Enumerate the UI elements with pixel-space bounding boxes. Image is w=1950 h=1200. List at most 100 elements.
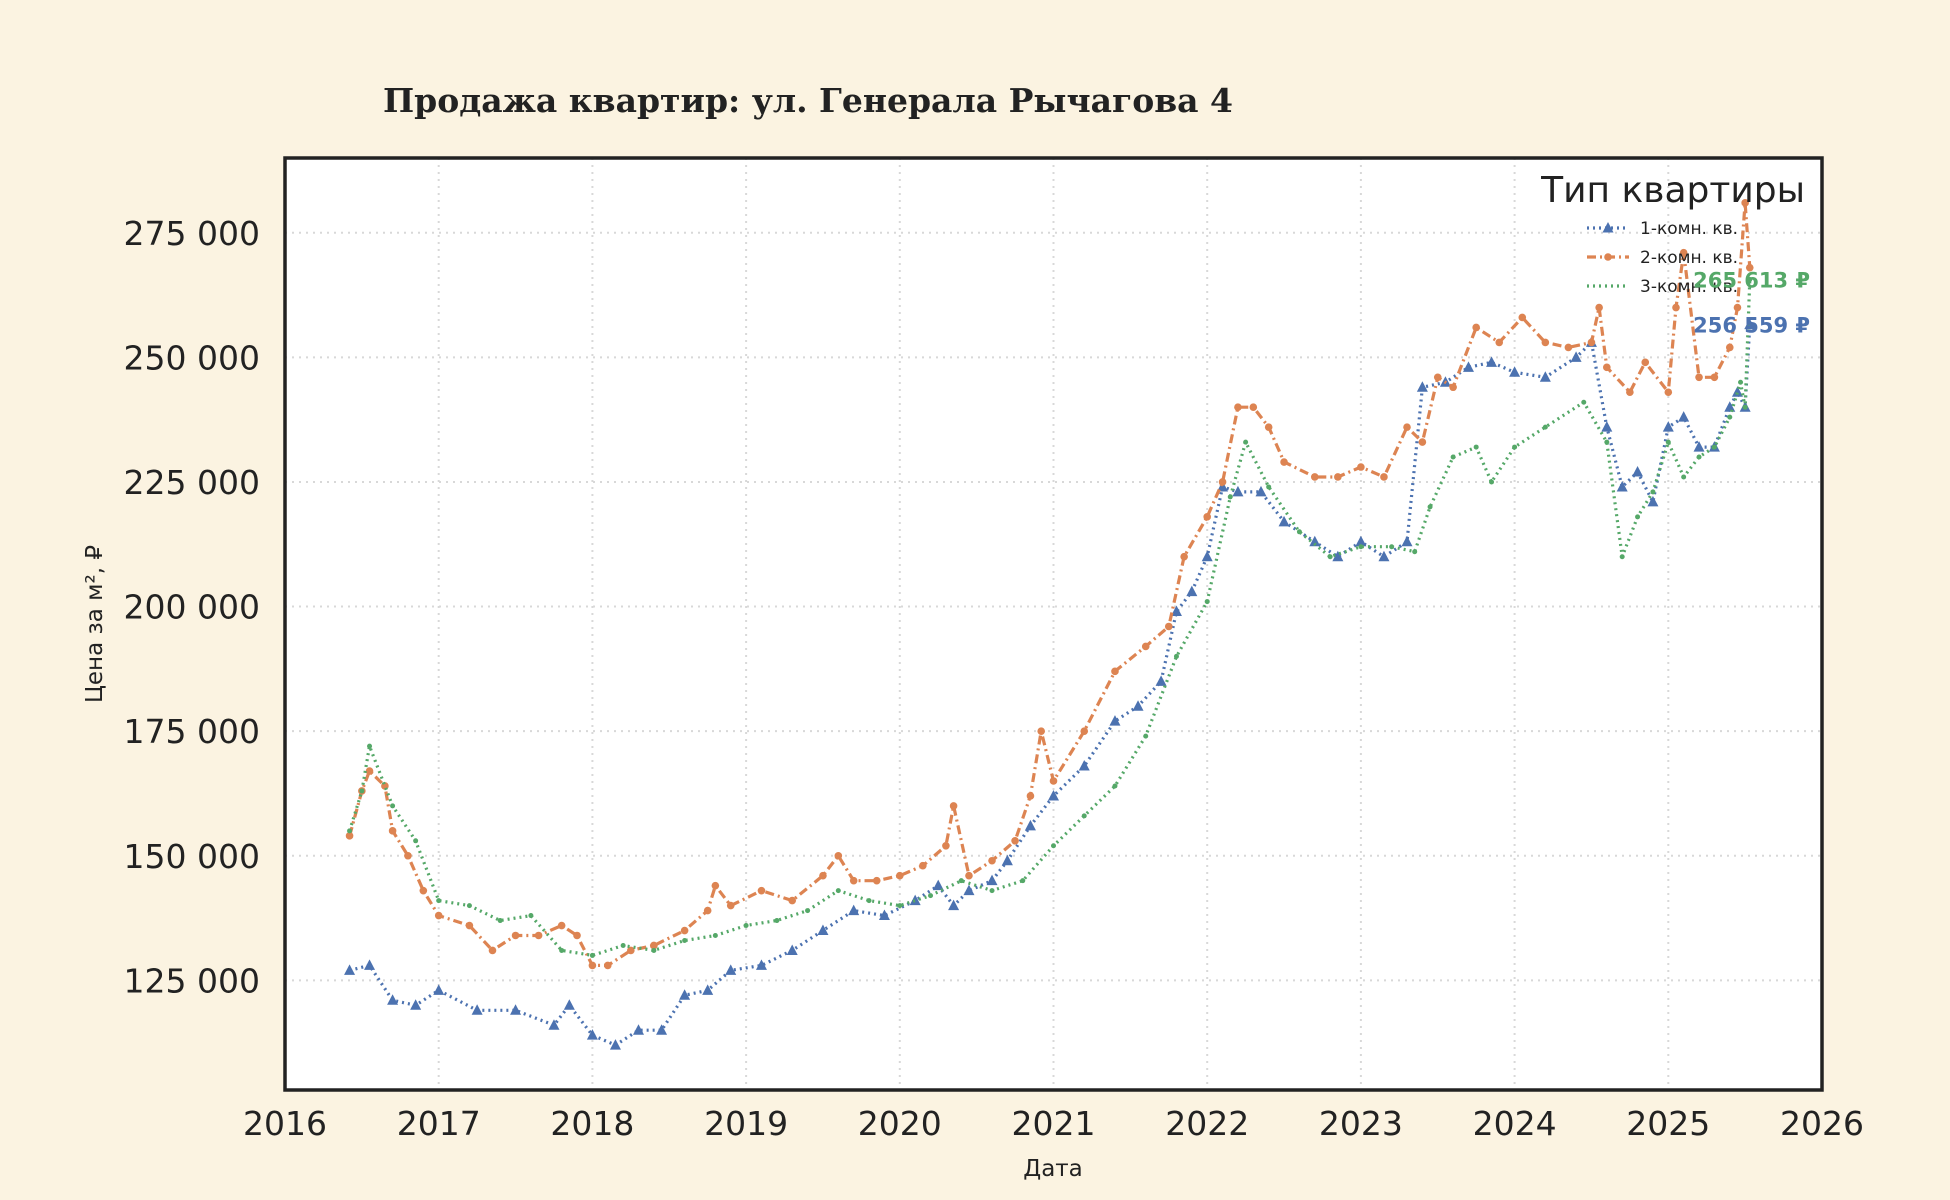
data-point xyxy=(878,909,890,921)
data-point xyxy=(1489,479,1495,485)
data-point xyxy=(1626,388,1634,397)
data-point xyxy=(413,838,419,844)
data-point xyxy=(1332,550,1344,562)
series-3 xyxy=(347,277,1753,958)
data-point xyxy=(1020,878,1026,884)
data-point xyxy=(1164,622,1173,631)
data-point xyxy=(1001,854,1013,866)
data-point xyxy=(387,994,399,1005)
data-point xyxy=(1278,515,1290,527)
data-point xyxy=(471,1004,483,1015)
data-point xyxy=(1601,421,1613,432)
data-point xyxy=(1433,373,1442,382)
data-point xyxy=(986,874,998,886)
data-point xyxy=(1170,605,1182,617)
data-point xyxy=(848,904,860,916)
y-tick-label: 200 000 xyxy=(124,588,260,627)
data-point xyxy=(1203,513,1211,521)
y-tick-label: 125 000 xyxy=(124,961,260,1000)
x-tick-label: 2017 xyxy=(397,1104,481,1143)
data-point xyxy=(1243,439,1249,445)
data-point xyxy=(364,959,376,970)
data-point xyxy=(651,947,657,953)
x-tick-label: 2016 xyxy=(243,1104,327,1143)
data-point xyxy=(1011,837,1019,845)
data-point xyxy=(1112,783,1118,789)
legend-item: 3-комн. кв. xyxy=(1587,277,1738,297)
y-tick-label: 250 000 xyxy=(124,338,260,377)
data-point xyxy=(603,961,612,970)
data-point xyxy=(1024,819,1036,831)
data-point xyxy=(388,827,397,835)
data-point xyxy=(1380,473,1388,481)
data-point xyxy=(1542,424,1548,430)
data-point xyxy=(834,851,843,860)
x-tick-label: 2025 xyxy=(1626,1104,1710,1143)
data-point xyxy=(1418,438,1427,446)
data-point xyxy=(559,947,565,953)
data-point xyxy=(1427,504,1433,510)
data-point xyxy=(965,871,973,880)
data-point xyxy=(563,999,575,1010)
x-axis-ticks: 2016 2017 2018 2019 2020 2021 2022 2023 2024 2025… xyxy=(243,1104,1864,1143)
data-point xyxy=(1662,421,1674,432)
end-labels: 256 559 ₽ 265 613 ₽ xyxy=(1693,269,1810,338)
data-point xyxy=(548,1019,560,1030)
data-point xyxy=(919,861,927,870)
data-point xyxy=(1486,356,1498,367)
data-point xyxy=(817,924,829,936)
data-point xyxy=(367,743,373,749)
data-point xyxy=(1173,653,1179,659)
data-point xyxy=(1081,813,1087,819)
data-point xyxy=(897,903,903,909)
data-point xyxy=(1518,313,1527,322)
data-point xyxy=(586,1029,598,1040)
data-point xyxy=(1619,554,1625,560)
data-point xyxy=(573,931,581,940)
x-tick-label: 2022 xyxy=(1165,1104,1249,1143)
x-tick-label: 2020 xyxy=(858,1104,942,1143)
data-point xyxy=(703,906,712,915)
chart-title: Продажа квартир: ул. Генерала Рычагова 4 xyxy=(383,81,1233,120)
data-point xyxy=(347,828,353,834)
data-point xyxy=(1186,585,1198,597)
series-line xyxy=(348,201,1752,968)
data-point xyxy=(1049,777,1058,785)
data-point xyxy=(1742,404,1748,410)
data-point xyxy=(1650,489,1656,495)
legend-item: 1-комн. кв. xyxy=(1587,219,1738,239)
data-point xyxy=(1309,535,1321,547)
data-point xyxy=(1616,480,1628,492)
data-point xyxy=(872,876,881,885)
x-tick-label: 2021 xyxy=(1012,1104,1096,1143)
data-point xyxy=(1678,411,1690,422)
data-point xyxy=(949,802,958,810)
data-point xyxy=(1180,552,1188,561)
y-axis-ticks: 125 000 150 000 175 000 200 000 225 000 250 0… xyxy=(124,214,260,1001)
end-value-label: 265 613 ₽ xyxy=(1693,269,1810,293)
data-point xyxy=(1664,388,1673,397)
data-point xyxy=(702,984,714,995)
data-point xyxy=(1564,343,1573,352)
data-point xyxy=(1641,358,1650,367)
data-point xyxy=(711,881,720,890)
data-point xyxy=(1679,248,1688,257)
data-point xyxy=(1280,458,1288,466)
data-point xyxy=(1264,423,1273,431)
data-point xyxy=(627,946,635,955)
data-point xyxy=(1201,550,1213,562)
data-point xyxy=(1745,263,1754,272)
y-tick-label: 175 000 xyxy=(124,712,260,751)
series-lines xyxy=(344,199,1756,1050)
data-point xyxy=(1635,514,1641,520)
data-point xyxy=(1416,381,1428,392)
data-point xyxy=(1696,454,1702,460)
data-point xyxy=(680,926,689,935)
legend-marker xyxy=(1602,222,1614,233)
data-point xyxy=(1080,727,1089,735)
data-point xyxy=(1581,399,1587,405)
x-tick-label: 2023 xyxy=(1319,1104,1403,1143)
data-point xyxy=(436,898,442,904)
